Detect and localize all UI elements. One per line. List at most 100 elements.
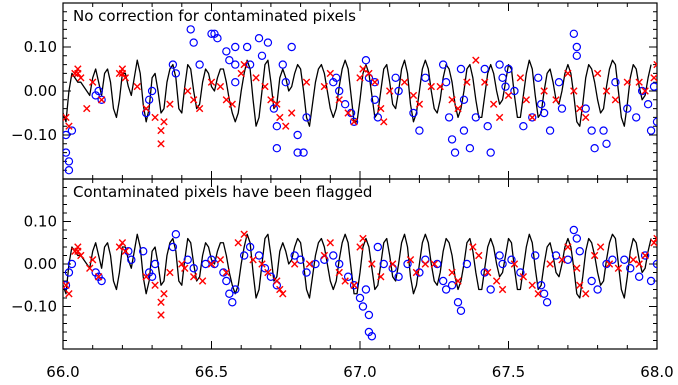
data-point-x [74,247,82,255]
data-point-x [528,113,536,122]
data-point-x [71,247,79,255]
data-point-x [641,87,649,95]
data-point-x [273,100,281,108]
data-point-x [489,100,498,108]
data-point-x [552,96,560,104]
data-point-circle [459,95,469,105]
data-point-x [344,109,352,117]
data-point-circle [551,251,561,260]
data-point-circle [150,259,160,269]
data-point-x [623,78,631,86]
data-point-circle [459,126,469,135]
data-point-circle [138,247,148,256]
data-point-circle [239,251,249,260]
data-point-circle [189,264,198,273]
data-point-circle [358,302,368,311]
series-contaminated [63,225,657,341]
data-point-x [121,247,130,255]
data-point-x [157,126,165,135]
data-point-x [540,87,548,95]
data-point-x [356,243,364,251]
data-point-circle [495,60,504,69]
data-point-circle [144,95,154,105]
data-point-x [564,69,572,78]
data-point-x [258,260,266,268]
data-point-circle [281,77,290,87]
data-point-x [305,260,314,268]
data-point-circle [231,285,240,294]
data-point-x [350,281,358,289]
data-point-x [605,260,614,268]
data-point-x [534,290,542,298]
data-point-x [157,140,165,148]
data-point-circle [186,25,195,34]
data-point-x [160,290,168,298]
data-point-circle [545,126,555,135]
data-point-circle [444,113,454,122]
data-point-x [335,268,343,277]
data-point-x [234,239,242,247]
data-point-circle [563,255,573,264]
data-point-x [400,78,409,86]
data-point-circle [554,77,564,87]
data-point-x [406,256,415,264]
data-point-circle [171,230,181,239]
data-point-circle [581,104,590,113]
data-point-x [448,268,456,277]
data-point-x [495,113,504,122]
data-point-circle [528,113,537,122]
data-point-circle [652,117,657,126]
data-point-x [121,74,130,82]
data-point-circle [536,99,546,109]
data-point-x [118,69,127,78]
data-point-x [290,260,299,268]
panel-bottom: 0.10 0.00 −0.10 Contaminated pixels have be… [11,178,658,350]
data-point-x [273,277,281,285]
data-point-x [570,87,578,95]
data-point-circle [498,259,507,269]
data-point-circle [462,259,472,269]
data-point-x [611,96,620,104]
data-point-circle [195,60,204,69]
data-point-x [650,239,657,247]
data-point-circle [534,73,543,83]
data-point-circle [519,121,528,131]
data-point-circle [587,126,596,135]
data-point-circle [201,259,210,269]
data-point-circle [361,56,371,65]
data-point-circle [441,285,451,294]
y-ticks [63,178,657,350]
data-point-circle [602,139,611,148]
data-point-circle [207,29,216,38]
data-point-x [516,74,525,82]
data-point-circle [486,148,495,157]
data-point-circle [504,64,513,74]
data-point-x [320,251,329,260]
data-point-x [546,260,554,268]
data-point-x [454,104,462,113]
data-point-circle [367,332,377,341]
data-point-circle [486,285,495,294]
data-point-x [267,96,275,104]
data-point-circle [510,86,519,96]
data-point-x [635,78,643,86]
data-point-circle [272,121,282,131]
series-clean [63,56,657,148]
data-point-x [528,281,536,289]
x-axis: 66.0 66.5 67.0 67.5 68.0 [46,363,673,381]
data-point-circle [456,306,466,315]
data-point-circle [542,298,552,307]
data-point-circle [269,104,279,113]
data-point-circle [587,276,596,286]
data-point-x [388,260,397,268]
data-point-x [151,281,159,289]
data-point-x [77,251,85,260]
data-point-circle [516,268,525,277]
y-tick-label: −0.10 [11,126,57,144]
data-point-circle [441,77,451,87]
data-point-x [475,251,483,260]
series-contaminated [63,25,657,175]
data-point-circle [599,126,608,135]
data-point-circle [447,281,457,290]
data-point-x [481,78,489,86]
